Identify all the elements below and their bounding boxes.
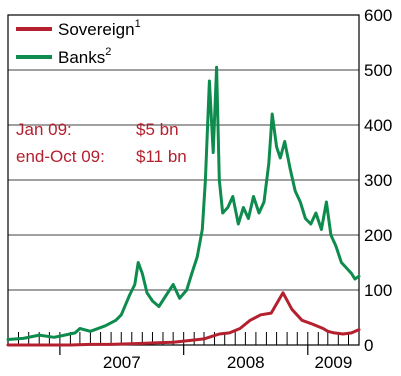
legend-sup-banks: 2 [105, 46, 111, 58]
annotation-value-jan09: $5 bn [136, 120, 179, 139]
y-tick-label: 600 [364, 6, 392, 25]
y-tick-label: 500 [364, 61, 392, 80]
y-tick-label: 200 [364, 226, 392, 245]
legend-name-sovereign: Sovereign [58, 20, 135, 39]
x-tick-label: 2007 [103, 353, 141, 372]
annotation-label-jan09: Jan 09: [16, 120, 72, 139]
series-lines [6, 65, 361, 347]
legend-name-banks: Banks [58, 48, 105, 67]
y-tick-label: 300 [364, 171, 392, 190]
legend: Sovereign1 Banks2 [16, 18, 141, 67]
annotation: Jan 09: $5 bn end-Oct 09: $11 bn [16, 120, 187, 166]
legend-label-banks: Banks2 [58, 46, 111, 67]
x-axis-tick-labels: 2007 2008 2009 [103, 353, 352, 372]
y-axis-tick-labels: 0 100 200 300 400 500 600 [364, 6, 392, 355]
x-tick-label: 2008 [227, 353, 265, 372]
y-tick-label: 400 [364, 116, 392, 135]
legend-label-sovereign: Sovereign1 [58, 18, 141, 39]
x-axis-year-ticks [59, 345, 309, 355]
y-gridlines [8, 69, 359, 291]
legend-sup-sovereign: 1 [135, 18, 141, 30]
y-tick-label: 0 [364, 336, 373, 355]
x-tick-label: 2009 [314, 353, 352, 372]
series-line-banks [6, 65, 361, 341]
y-tick-label: 100 [364, 281, 392, 300]
series-line-sovereign [6, 291, 361, 347]
annotation-label-oct09: end-Oct 09: [16, 147, 105, 166]
annotation-value-oct09: $11 bn [136, 147, 187, 166]
